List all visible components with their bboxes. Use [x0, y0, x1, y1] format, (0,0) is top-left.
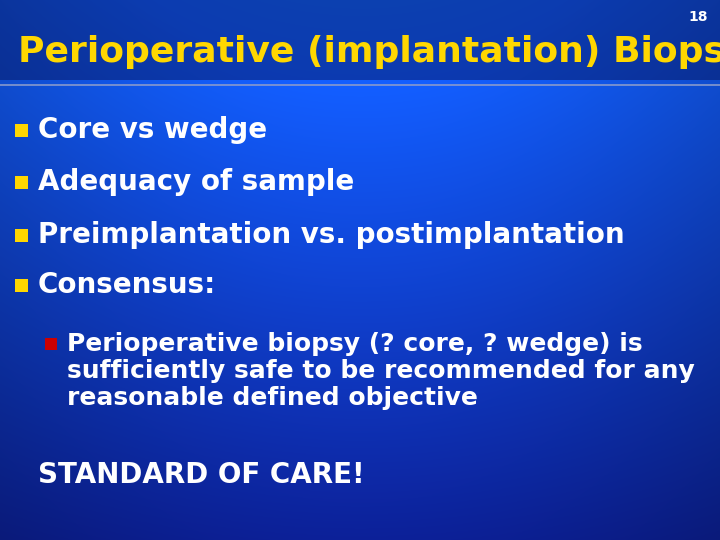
Bar — [15, 228, 28, 241]
Text: reasonable defined objective: reasonable defined objective — [67, 386, 478, 410]
Text: sufficiently safe to be recommended for any: sufficiently safe to be recommended for … — [67, 359, 695, 383]
Text: Core vs wedge: Core vs wedge — [38, 116, 267, 144]
Text: Preimplantation vs. postimplantation: Preimplantation vs. postimplantation — [38, 221, 625, 249]
Text: Adequacy of sample: Adequacy of sample — [38, 168, 354, 196]
Text: Consensus:: Consensus: — [38, 271, 216, 299]
Text: STANDARD OF CARE!: STANDARD OF CARE! — [38, 461, 364, 489]
Text: Perioperative (implantation) Biopsy: Perioperative (implantation) Biopsy — [18, 35, 720, 69]
Bar — [15, 124, 28, 137]
Bar — [45, 338, 57, 350]
Bar — [0, 0, 720, 80]
Text: Perioperative biopsy (? core, ? wedge) is: Perioperative biopsy (? core, ? wedge) i… — [67, 332, 643, 356]
Bar — [15, 176, 28, 188]
Bar — [15, 279, 28, 292]
Text: 18: 18 — [688, 10, 708, 24]
